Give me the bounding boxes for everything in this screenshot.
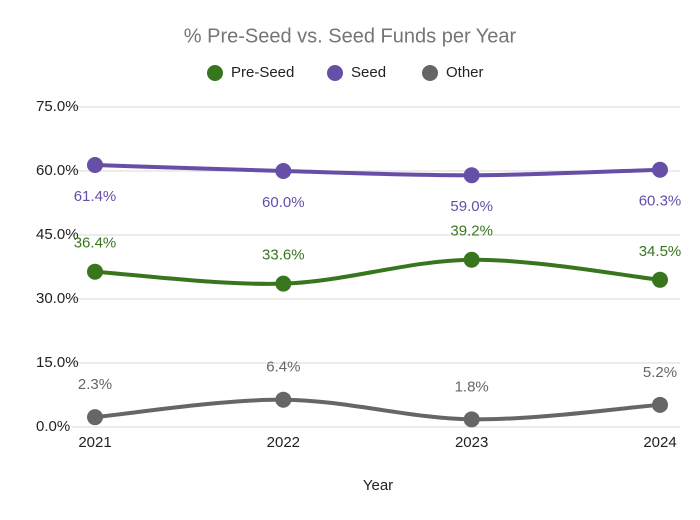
legend-marker <box>422 65 438 81</box>
legend-label: Pre-Seed <box>231 64 294 81</box>
data-label: 36.4% <box>74 235 117 252</box>
point <box>652 271 668 288</box>
data-label: 60.3% <box>639 193 682 210</box>
chart-title: % Pre-Seed vs. Seed Funds per Year <box>184 25 517 47</box>
point <box>275 275 292 292</box>
y-tick-label: 60.0% <box>36 162 79 179</box>
data-label: 6.4% <box>266 359 300 376</box>
point <box>463 411 480 428</box>
point <box>652 161 668 178</box>
point <box>652 396 668 413</box>
data-label: 61.4% <box>74 188 117 205</box>
series-line <box>94 397 661 422</box>
data-label: 1.8% <box>455 378 489 395</box>
y-tick-label: 75.0% <box>36 98 79 115</box>
data-label: 39.2% <box>450 223 493 240</box>
point <box>463 251 480 268</box>
legend-marker <box>327 65 343 81</box>
data-label: 33.6% <box>262 247 305 264</box>
point <box>463 167 480 184</box>
point <box>87 263 103 280</box>
data-label: 34.5% <box>639 243 682 260</box>
data-label: 2.3% <box>78 376 112 393</box>
x-tick-label: 2024 <box>643 434 676 451</box>
x-tick-label: 2023 <box>455 434 488 451</box>
x-tick-label: 2022 <box>267 434 300 451</box>
series-line <box>94 163 661 178</box>
legend-label: Seed <box>351 64 386 81</box>
data-label: 59.0% <box>450 198 493 215</box>
x-axis-title: Year <box>363 477 393 494</box>
point <box>275 391 292 408</box>
data-label: 5.2% <box>643 364 677 381</box>
y-tick-label: 45.0% <box>36 226 79 243</box>
series-line <box>94 257 661 286</box>
point <box>87 409 103 426</box>
y-tick-label: 30.0% <box>36 290 79 307</box>
point <box>275 163 292 179</box>
y-tick-label: 0.0% <box>36 418 70 435</box>
legend-label: Other <box>446 64 484 81</box>
point <box>87 157 103 174</box>
legend-marker <box>207 65 223 81</box>
x-tick-label: 2021 <box>78 434 111 451</box>
y-tick-label: 15.0% <box>36 354 79 371</box>
data-label: 60.0% <box>262 194 305 211</box>
